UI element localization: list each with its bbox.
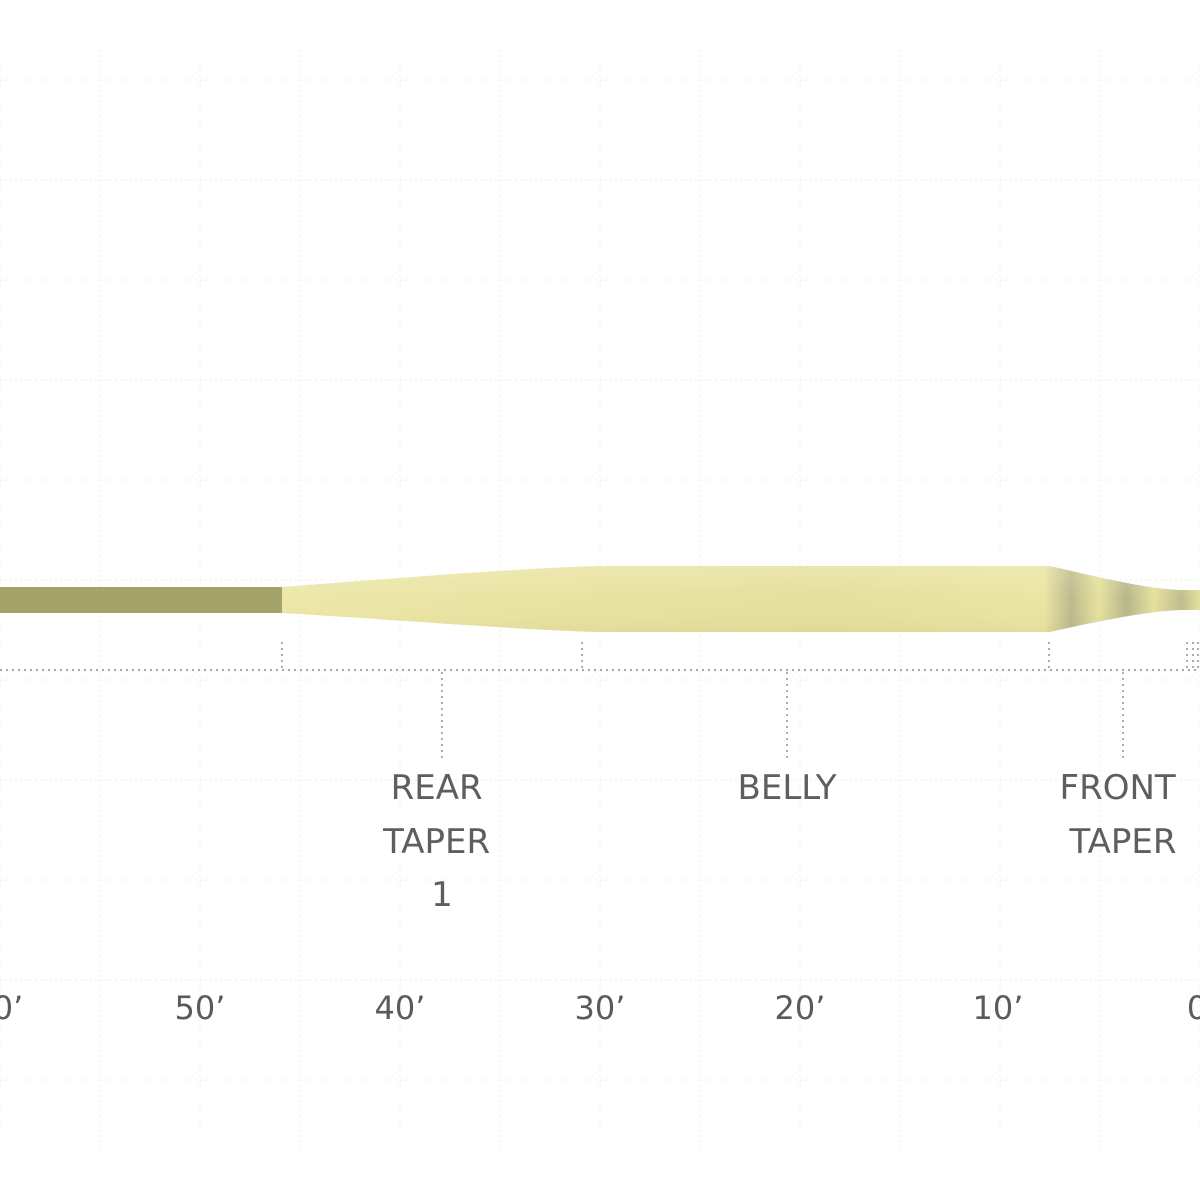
line-head-highlight [282,566,1200,632]
scale-tick-label: 10’ [973,989,1024,1027]
scale-tick-label: 20’ [775,989,826,1027]
fly-line [0,566,1200,632]
scale-tick-label: 0 [1187,989,1200,1027]
length-scale: 0’ 50’ 40’ 30’ 20’ 10’ 0 [0,989,1200,1027]
scale-tick-label: 30’ [575,989,626,1027]
label-belly: BELLY [738,768,837,808]
label-front-taper-line-2: TAPER [1069,822,1177,862]
label-front-taper-line-1: FRONT [1060,768,1176,808]
label-rear-taper-line-1: REAR [391,768,483,808]
scale-tick-label: 0’ [0,989,23,1027]
section-markers [0,642,1200,760]
label-front-taper: FRONT TAPER [1060,768,1187,862]
section-labels: REAR TAPER 1 BELLY FRONT TAPER [382,768,1187,915]
scale-tick-label: 50’ [175,989,226,1027]
label-belly-line-1: BELLY [738,768,837,808]
label-rear-taper: REAR TAPER 1 [382,768,501,915]
running-line [0,587,284,613]
label-rear-taper-line-3: 1 [431,875,453,915]
label-rear-taper-line-2: TAPER [382,822,490,862]
scale-tick-label: 40’ [375,989,426,1027]
